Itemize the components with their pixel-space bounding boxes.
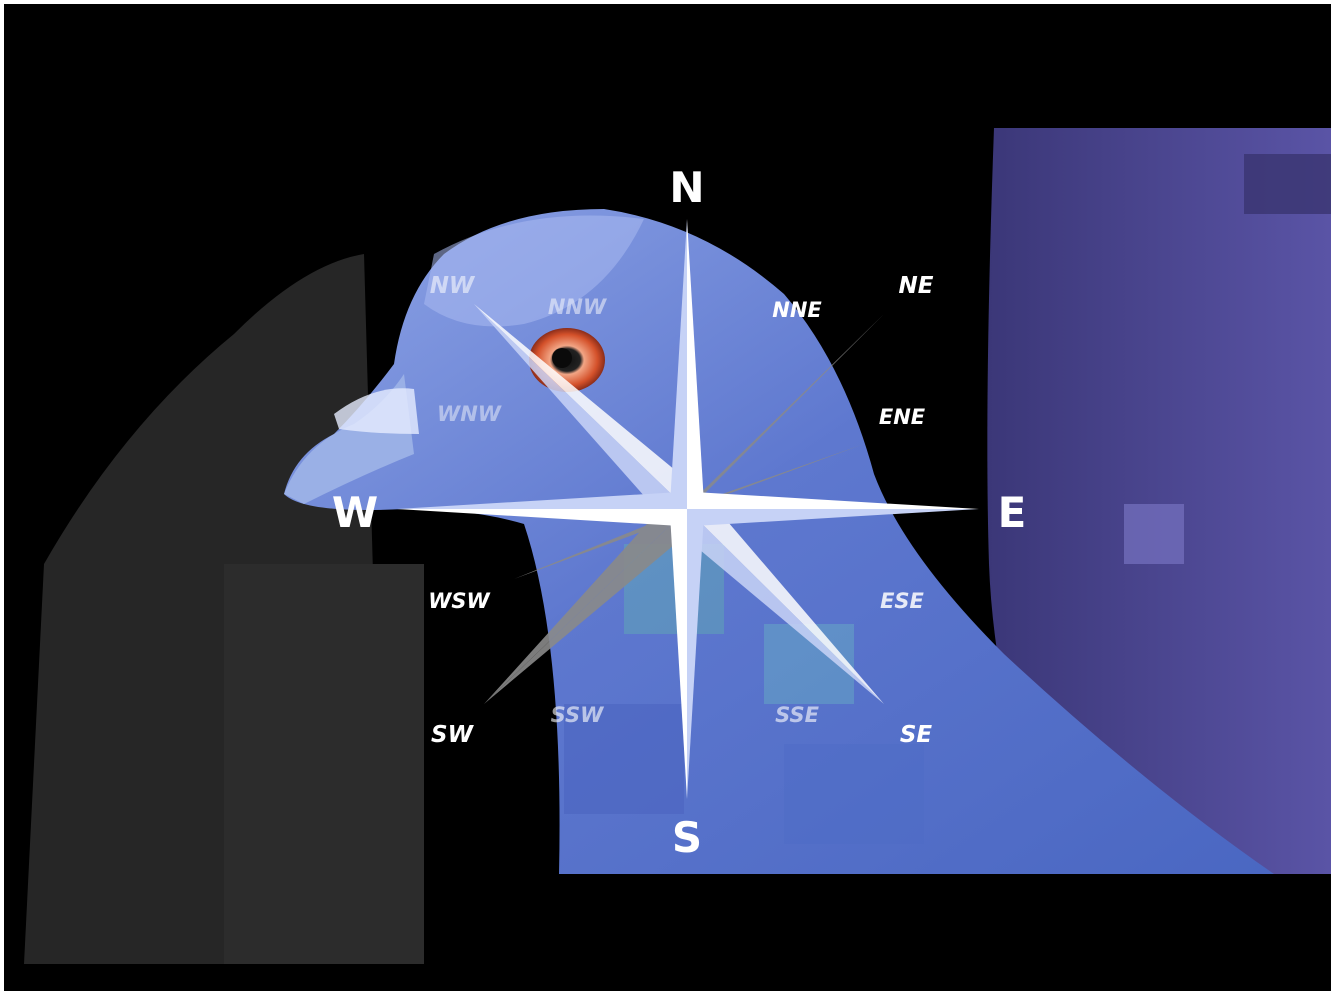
compass-label-sw: SW bbox=[431, 722, 475, 748]
compass-label-sse: SSE bbox=[775, 703, 820, 727]
compass-label-ese: ESE bbox=[880, 589, 924, 613]
compass-minor-rays bbox=[484, 314, 884, 704]
compass-label-n: N bbox=[669, 163, 704, 212]
compass-label-wnw: WNW bbox=[437, 402, 502, 426]
background-dark-block bbox=[224, 564, 424, 964]
compass-label-nne: NNE bbox=[772, 298, 822, 322]
pigeon-neck-body bbox=[284, 209, 1274, 874]
compass-star bbox=[397, 219, 979, 799]
texture-block bbox=[564, 704, 684, 814]
compass-label-ssw: SSW bbox=[551, 703, 605, 727]
purple-highlight-block bbox=[1124, 504, 1184, 564]
beak-highlight bbox=[334, 388, 419, 434]
compass-label-e: E bbox=[998, 488, 1027, 537]
compass-label-nw: NW bbox=[430, 273, 476, 299]
compass-diagonal-rays bbox=[474, 304, 884, 704]
compass-label-ne: NE bbox=[899, 273, 934, 299]
compass-label-nnw: NNW bbox=[548, 295, 607, 319]
compass-label-w: W bbox=[332, 488, 378, 537]
purple-shadow-block bbox=[1244, 154, 1331, 214]
pigeon-head-highlight bbox=[424, 215, 644, 327]
compass-label-ene: ENE bbox=[879, 405, 926, 429]
purple-wing-area bbox=[987, 128, 1331, 874]
compass-label-s: S bbox=[672, 813, 702, 862]
compass-pigeon-illustration: N E S W NE SE SW NW NNE ENE ESE SSE SSW … bbox=[24, 128, 1331, 964]
compass-label-wsw: WSW bbox=[428, 589, 490, 613]
pigeon-pupil bbox=[552, 348, 572, 368]
texture-block bbox=[784, 744, 924, 844]
image-frame: N E S W NE SE SW NW NNE ENE ESE SSE SSW … bbox=[4, 4, 1331, 991]
compass-label-se: SE bbox=[900, 722, 933, 748]
